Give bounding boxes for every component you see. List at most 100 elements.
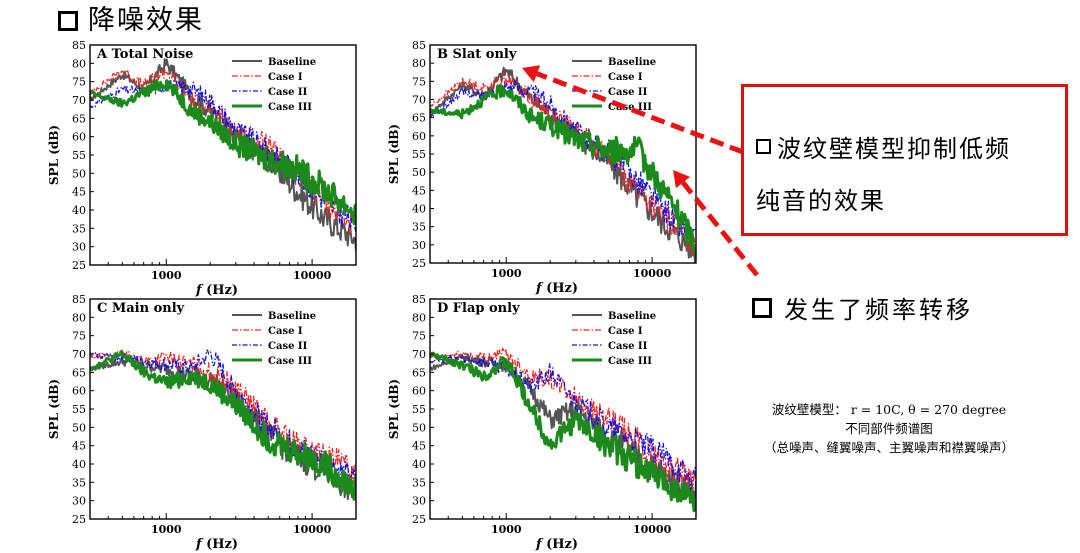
y-tick-label: 25 [412, 257, 426, 270]
legend-entry: Baseline [608, 57, 656, 68]
caption-line-2: 不同部件频谱图 [845, 421, 933, 436]
caption-line-1: 波纹壁模型： r = 10C, θ = 270 degree [771, 402, 1007, 417]
y-tick-label: 85 [72, 293, 86, 306]
y-tick-label: 65 [412, 366, 426, 379]
panel-title: C Main only [97, 301, 185, 316]
y-tick-label: 45 [72, 186, 86, 199]
y-tick-label: 45 [412, 440, 426, 453]
y-tick-label: 60 [72, 131, 86, 144]
legend-entry: Case II [268, 341, 308, 352]
x-tick-label: 1000 [151, 269, 182, 282]
legend-entry: Case II [268, 87, 308, 98]
x-tick-label: 1000 [491, 267, 522, 280]
y-tick-label: 40 [72, 204, 86, 217]
x-tick-label: 10000 [293, 269, 332, 282]
callout-text-1: 波纹壁模型抑制低频 [777, 135, 1011, 163]
y-tick-label: 80 [412, 311, 426, 324]
y-tick-label: 30 [412, 495, 426, 508]
series-line-case-ii [430, 79, 696, 244]
y-tick-label: 35 [412, 476, 426, 489]
chart-panel-a: 25 30 35 40 45 50 55 60 65 70 75 80 85 1000 10000 f (Hz… [47, 39, 357, 298]
legend-entry: Case I [608, 326, 643, 337]
x-axis-label: f (Hz) [195, 537, 238, 552]
y-tick-label: 30 [412, 239, 426, 252]
y-tick-label: 80 [72, 311, 86, 324]
panel-title: D Flap only [437, 301, 520, 316]
y-tick-label: 65 [412, 112, 426, 125]
y-axis-label: SPL (dB) [47, 125, 61, 185]
legend-entry: Case III [268, 356, 312, 367]
y-tick-label: 55 [412, 148, 426, 161]
y-tick-label: 35 [72, 476, 86, 489]
y-axis-label: SPL (dB) [387, 379, 401, 439]
series-line-case-iii [430, 351, 696, 513]
y-tick-label: 25 [72, 513, 86, 526]
legend-entry: Case II [608, 87, 648, 98]
y-tick-label: 40 [72, 458, 86, 471]
legend-entry: Case III [268, 102, 312, 113]
y-tick-label: 75 [72, 330, 86, 343]
y-tick-label: 40 [412, 458, 426, 471]
panel-title: A Total Noise [96, 47, 193, 62]
y-axis-label: SPL (dB) [47, 379, 61, 439]
y-tick-label: 60 [412, 385, 426, 398]
legend-entry: Baseline [268, 57, 316, 68]
legend-entry: Case I [268, 72, 303, 83]
y-tick-label: 25 [72, 259, 86, 272]
y-tick-label: 45 [72, 440, 86, 453]
x-axis-label: f (Hz) [535, 281, 578, 296]
callout-text-2: 纯音的效果 [756, 187, 886, 215]
series-line-baseline [90, 58, 356, 252]
legend-entry: Baseline [608, 311, 656, 322]
y-tick-label: 70 [412, 348, 426, 361]
checkbox-square-icon [752, 297, 772, 318]
y-tick-label: 35 [72, 222, 86, 235]
legend-entry: Case II [608, 341, 648, 352]
legend-entry: Case I [268, 326, 303, 337]
section-heading: 降噪效果 [58, 4, 204, 38]
chart-panel-c: 25 30 35 40 45 50 55 60 65 70 75 80 85 1000 10000 f (Hz… [47, 293, 357, 552]
y-tick-label: 50 [412, 421, 426, 434]
callout-arrow-2 [673, 170, 759, 277]
legend-entry: Case III [608, 102, 652, 113]
series-line-case-iii [90, 349, 356, 501]
checkbox-square-icon [58, 11, 78, 31]
y-tick-label: 30 [72, 241, 86, 254]
y-tick-label: 70 [412, 94, 426, 107]
y-tick-label: 60 [72, 385, 86, 398]
y-tick-label: 70 [72, 348, 86, 361]
y-tick-label: 75 [412, 75, 426, 88]
y-tick-label: 85 [72, 39, 86, 52]
y-tick-label: 85 [412, 293, 426, 306]
figure-caption: 波纹壁模型： r = 10C, θ = 270 degree 不同部件频谱图 （… [724, 400, 1054, 457]
caption-line-3: （总噪声、缝翼噪声、主翼噪声和襟翼噪声） [763, 440, 1014, 455]
y-tick-label: 75 [412, 330, 426, 343]
y-tick-label: 45 [412, 184, 426, 197]
y-tick-label: 50 [72, 167, 86, 180]
chart-panel-b: 25 30 35 40 45 50 55 60 65 70 75 80 85 1000 10000 f (Hz… [387, 39, 697, 296]
y-tick-label: 55 [72, 403, 86, 416]
frequency-shift-text: 发生了频率转移 [784, 296, 973, 324]
y-tick-label: 80 [412, 57, 426, 70]
chart-panel-d: 25 30 35 40 45 50 55 60 65 70 75 80 85 1000 10000 f (Hz… [387, 293, 697, 552]
callout-arrow-1 [522, 65, 744, 155]
y-tick-label: 55 [412, 403, 426, 416]
y-tick-label: 55 [72, 149, 86, 162]
y-axis-label: SPL (dB) [387, 124, 401, 184]
plot-frame [89, 298, 357, 520]
legend-entry: Baseline [268, 311, 316, 322]
y-tick-label: 50 [72, 421, 86, 434]
y-tick-label: 65 [72, 112, 86, 125]
x-tick-label: 1000 [151, 523, 182, 536]
y-tick-label: 30 [72, 495, 86, 508]
y-tick-label: 35 [412, 221, 426, 234]
y-tick-label: 25 [412, 513, 426, 526]
heading-text: 降噪效果 [88, 5, 204, 36]
y-tick-label: 70 [72, 94, 86, 107]
y-tick-label: 65 [72, 366, 86, 379]
y-tick-label: 40 [412, 203, 426, 216]
y-tick-label: 60 [412, 130, 426, 143]
x-tick-label: 1000 [491, 523, 522, 536]
checkbox-square-icon [756, 139, 771, 154]
